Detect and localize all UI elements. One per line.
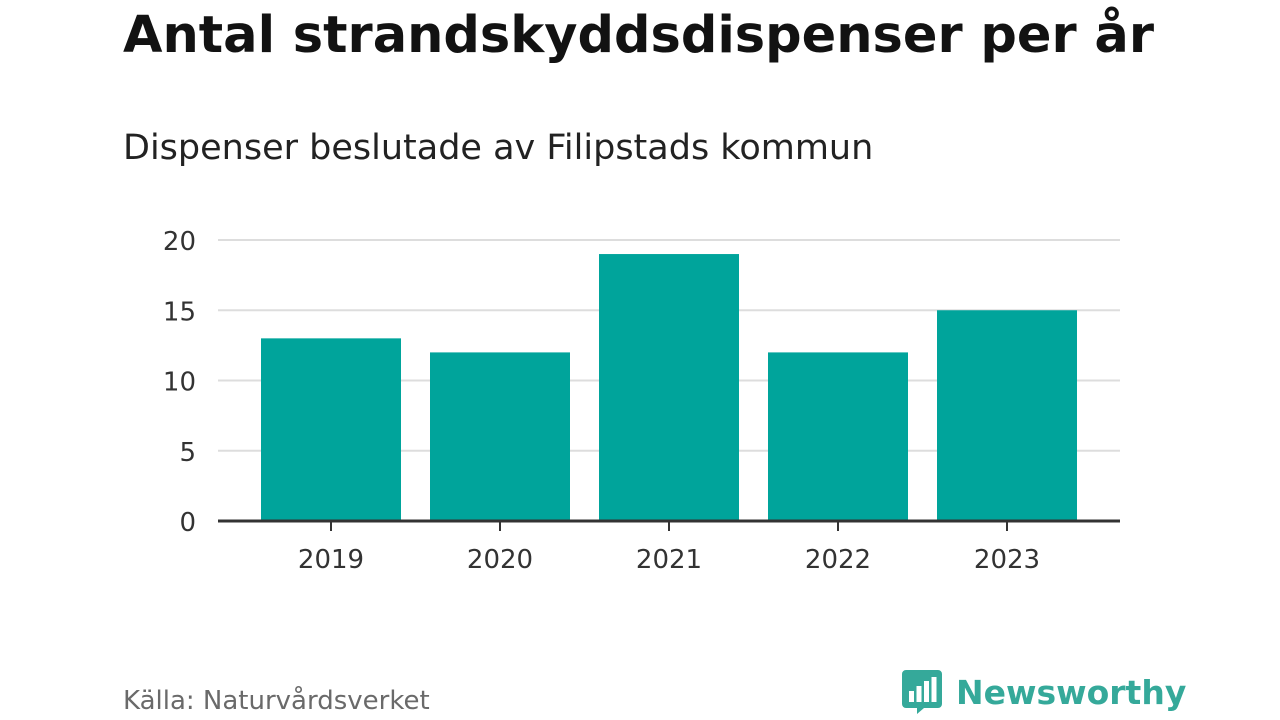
- newsworthy-bar-chart-icon: [902, 670, 942, 714]
- x-tick-label: 2022: [805, 545, 871, 575]
- bar-2021: [599, 254, 739, 522]
- y-tick-label: 0: [179, 508, 196, 538]
- brand-name: Newsworthy: [956, 672, 1187, 712]
- y-tick-label: 15: [163, 297, 196, 327]
- x-tick-label: 2021: [636, 545, 702, 575]
- y-tick-label: 20: [163, 227, 196, 257]
- source-note: Källa: Naturvårdsverket: [123, 686, 430, 716]
- bar-2022: [768, 352, 908, 521]
- x-tick-label: 2020: [467, 545, 533, 575]
- bar-2019: [261, 338, 401, 521]
- x-tick-label: 2023: [974, 545, 1040, 575]
- y-tick-label: 10: [163, 368, 196, 398]
- newsworthy-logo: Newsworthy: [902, 670, 1186, 714]
- chart-title: Antal strandskyddsdispenser per år: [123, 6, 1154, 65]
- bar-2023: [937, 310, 1077, 521]
- y-tick-label: 5: [179, 438, 196, 468]
- bar-2020: [430, 352, 570, 521]
- x-tick-label: 2019: [298, 545, 364, 575]
- chart-subtitle: Dispenser beslutade av Filipstads kommun: [123, 128, 874, 168]
